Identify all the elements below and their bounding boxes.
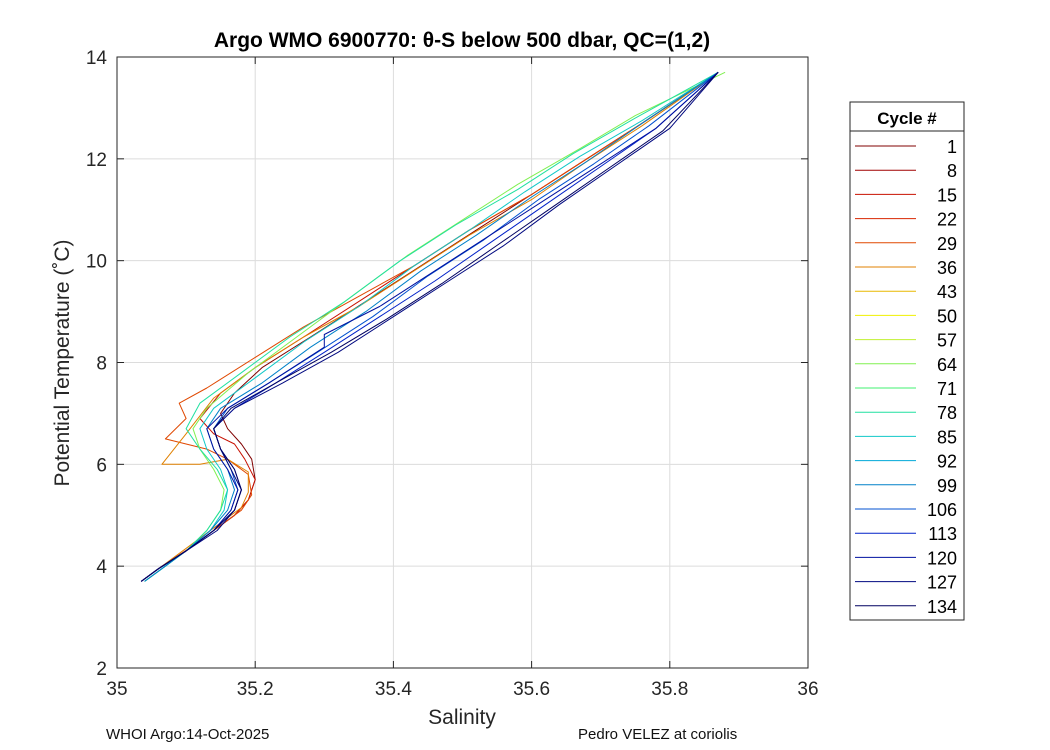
x-tick-label: 35.6	[513, 679, 550, 700]
x-axis-ticks: 35 35.2 35.4 35.6 35.8 36	[106, 57, 819, 700]
profile-line-2	[144, 71, 719, 580]
profile-line-11	[140, 71, 719, 582]
legend-entry-label: 43	[937, 282, 957, 302]
legend-entry-label: 113	[928, 524, 957, 544]
y-tick-label: 10	[86, 252, 107, 273]
legend-entry-label: 71	[937, 379, 957, 399]
x-tick-label: 35	[106, 679, 127, 700]
series-layer	[140, 71, 726, 582]
y-tick-label: 2	[96, 659, 107, 680]
y-axis-ticks: 2 4 6 8 10 12 14	[86, 48, 808, 680]
legend-entry-label: 99	[937, 476, 957, 496]
legend-entry-label: 78	[937, 403, 957, 423]
footer-source-date: WHOI Argo:14-Oct-2025	[106, 726, 270, 743]
y-tick-label: 8	[96, 354, 107, 375]
chart-title: Argo WMO 6900770: θ-S below 500 dbar, QC…	[214, 29, 710, 52]
profile-line-7	[144, 71, 719, 582]
x-tick-label: 35.2	[237, 679, 274, 700]
profile-line-12	[140, 71, 719, 582]
legend-entry-label: 29	[937, 234, 957, 254]
legend-title: Cycle #	[877, 109, 937, 128]
legend-entry-label: 64	[937, 355, 957, 375]
x-axis-label: Salinity	[428, 706, 496, 729]
legend-entry-label: 106	[927, 500, 957, 520]
x-tick-label: 36	[797, 679, 818, 700]
profile-line-5	[144, 71, 719, 582]
legend-entry-label: 15	[937, 185, 957, 205]
y-tick-label: 14	[86, 48, 108, 69]
legend-entry-label: 127	[927, 573, 957, 593]
legend-entry-label: 1	[947, 137, 957, 157]
legend-entry-label: 92	[937, 452, 957, 472]
legend-entries: 1 8 15 22 29 36 43 50 57 64 71 78 85 92 99 106 113 120 127…	[855, 137, 957, 617]
y-axis-label: Potential Temperature (˚C)	[51, 239, 74, 486]
footer-credit: Pedro VELEZ at coriolis	[578, 726, 738, 743]
x-tick-label: 35.8	[651, 679, 688, 700]
y-tick-label: 6	[96, 455, 107, 476]
x-tick-label: 35.4	[375, 679, 412, 700]
y-tick-label: 12	[86, 150, 107, 171]
legend-entry-label: 85	[937, 427, 957, 447]
legend-entry-label: 8	[947, 161, 957, 181]
legend: Cycle # 18152229364350576471788592991061…	[849, 101, 965, 621]
legend-entry-label: 36	[937, 258, 957, 278]
legend-entry-label: 57	[937, 331, 957, 351]
legend-entry-label: 50	[937, 306, 957, 326]
legend-entry-label: 120	[927, 548, 957, 568]
legend-entry-label: 134	[927, 597, 957, 617]
legend-entry-label: 22	[937, 210, 957, 230]
y-tick-label: 4	[96, 557, 107, 578]
